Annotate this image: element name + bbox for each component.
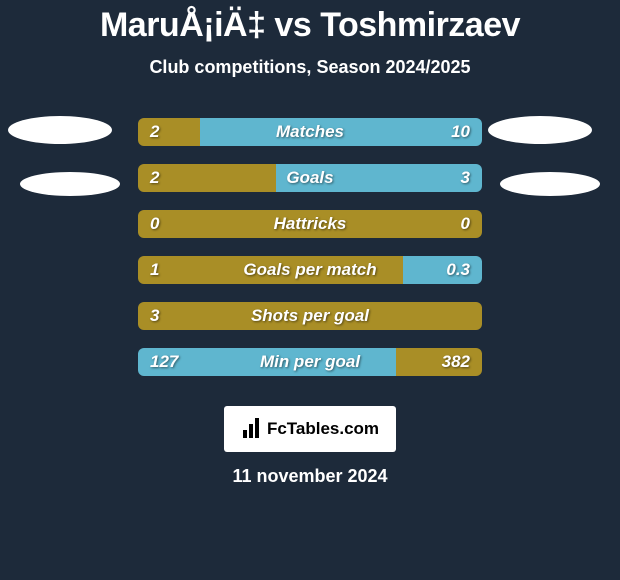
player1-marker-1 (8, 116, 112, 144)
comparison-card: MaruÅ¡iÄ‡ vs Toshmirzaev Club competitio… (0, 0, 620, 580)
stat-bar: Matches2 10 (138, 118, 482, 146)
page-title: MaruÅ¡iÄ‡ vs Toshmirzaev (100, 6, 520, 45)
stat-bar-left-value: 1 (150, 260, 159, 280)
stat-bar-left-value: 127 (150, 352, 178, 372)
stat-bar-left-value: 2 (150, 168, 159, 188)
stat-bar-left-value: 0 (150, 214, 159, 234)
chart-area: Matches210Goals23Hattricks00Goals per ma… (0, 106, 620, 396)
stat-bar-right-value: 382 (442, 352, 470, 372)
subtitle: Club competitions, Season 2024/2025 (149, 57, 470, 78)
player2-marker-1 (488, 116, 592, 144)
footer-date: 11 november 2024 (232, 466, 387, 487)
stat-bar-left-value: 3 (150, 306, 159, 326)
stat-bar: Min per goal127 382 (138, 348, 482, 376)
bar-chart-icon (241, 418, 263, 440)
stat-bars: Matches210Goals23Hattricks00Goals per ma… (138, 118, 482, 376)
stat-bar-label: Matches (138, 122, 482, 142)
fctables-logo[interactable]: FcTables.com (224, 406, 396, 452)
stat-bar-right-value: 3 (461, 168, 470, 188)
stat-bar-label: Goals per match (138, 260, 482, 280)
stat-bar-right-value: 0 (461, 214, 470, 234)
stat-bar-right-value: 0.3 (446, 260, 470, 280)
player2-marker-2 (500, 172, 600, 196)
fctables-logo-text: FcTables.com (267, 419, 379, 439)
stat-bar-left-value: 2 (150, 122, 159, 142)
stat-bar: Hattricks0 0 (138, 210, 482, 238)
stat-bar: Goals per match1 0.3 (138, 256, 482, 284)
stat-bar-right-value: 10 (451, 122, 470, 142)
stat-bar-label: Goals (138, 168, 482, 188)
stat-bar-label: Min per goal (138, 352, 482, 372)
stat-bar: Goals2 3 (138, 164, 482, 192)
stat-bar-label: Shots per goal (138, 306, 482, 326)
player1-marker-2 (20, 172, 120, 196)
stat-bar: Shots per goal3 (138, 302, 482, 330)
stat-bar-label: Hattricks (138, 214, 482, 234)
